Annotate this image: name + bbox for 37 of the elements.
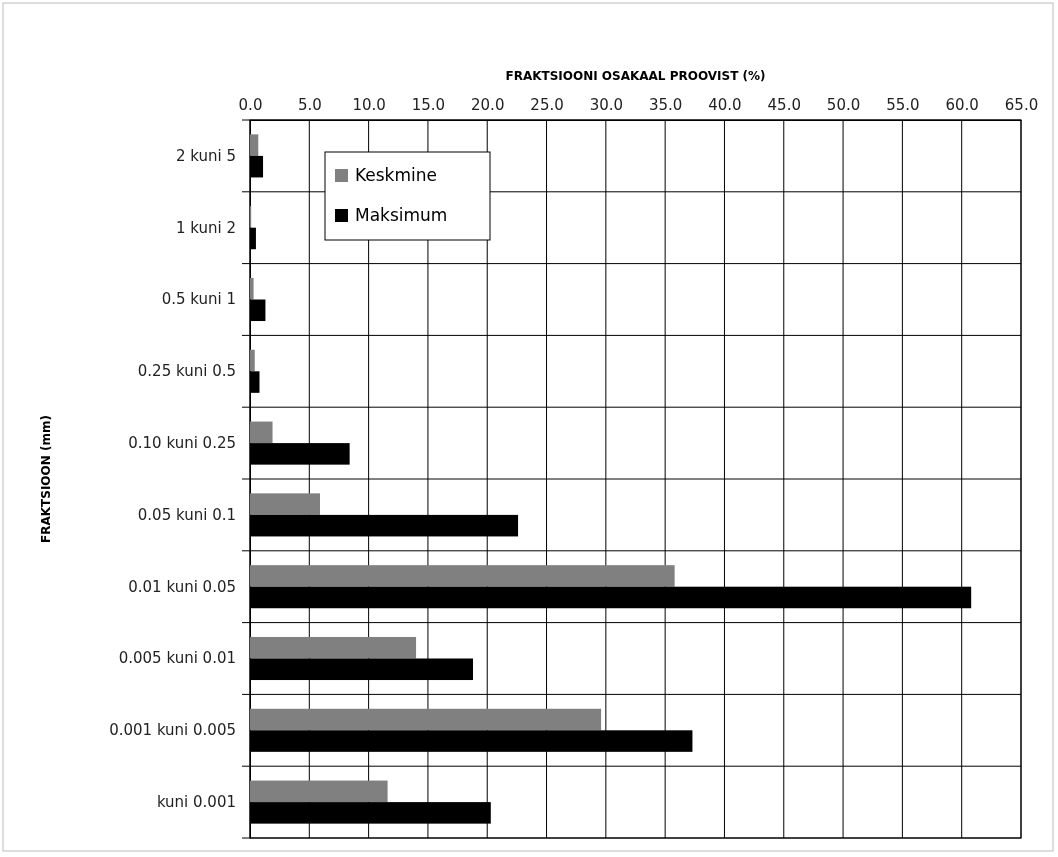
x-tick-label: 0.0 (238, 96, 263, 114)
x-tick-label: 20.0 (471, 96, 505, 114)
y-tick-label: 2 kuni 5 (175, 146, 236, 165)
y-tick-label: 0.001 kuni 0.005 (109, 721, 236, 740)
y-tick-label: 0.05 kuni 0.1 (137, 505, 236, 524)
bar (250, 277, 254, 300)
x-tick-label: 40.0 (708, 96, 742, 114)
bar (250, 349, 255, 372)
y-tick-label: 0.5 kuni 1 (161, 290, 236, 309)
bar (250, 134, 259, 156)
y-tick-label: 0.25 kuni 0.5 (137, 362, 236, 381)
legend-label: Keskmine (355, 165, 437, 185)
x-tick-label: 45.0 (767, 96, 801, 114)
bar (250, 493, 320, 515)
y-tick-label: 0.01 kuni 0.05 (128, 577, 236, 596)
bar (250, 780, 388, 803)
bar (250, 708, 602, 731)
x-tick-label: 5.0 (297, 96, 322, 114)
bar (250, 421, 273, 444)
x-tick-label: 55.0 (886, 96, 920, 114)
y-axis-title: FRAKTSIOON (mm) (39, 415, 53, 543)
y-tick-label: 1 kuni 2 (175, 218, 236, 237)
x-tick-label: 10.0 (352, 96, 386, 114)
x-tick-label: 60.0 (945, 96, 979, 114)
y-tick-label: 0.005 kuni 0.01 (118, 649, 236, 668)
x-tick-label: 50.0 (826, 96, 861, 114)
chart-title: FRAKTSIOONI OSAKAAL PROOVIST (%) (505, 69, 766, 83)
legend-label: Maksimum (355, 205, 448, 225)
x-tick-label: 35.0 (648, 96, 683, 114)
x-tick-label: 65.0 (1004, 96, 1039, 114)
bar (250, 636, 417, 659)
x-tick-label: 25.0 (530, 96, 564, 114)
y-tick-label: 0.10 kuni 0.25 (128, 433, 236, 452)
y-tick-label: kuni 0.001 (156, 792, 236, 811)
x-tick-label: 15.0 (411, 96, 446, 114)
bar (250, 565, 675, 587)
x-tick-label: 30.0 (589, 96, 624, 114)
